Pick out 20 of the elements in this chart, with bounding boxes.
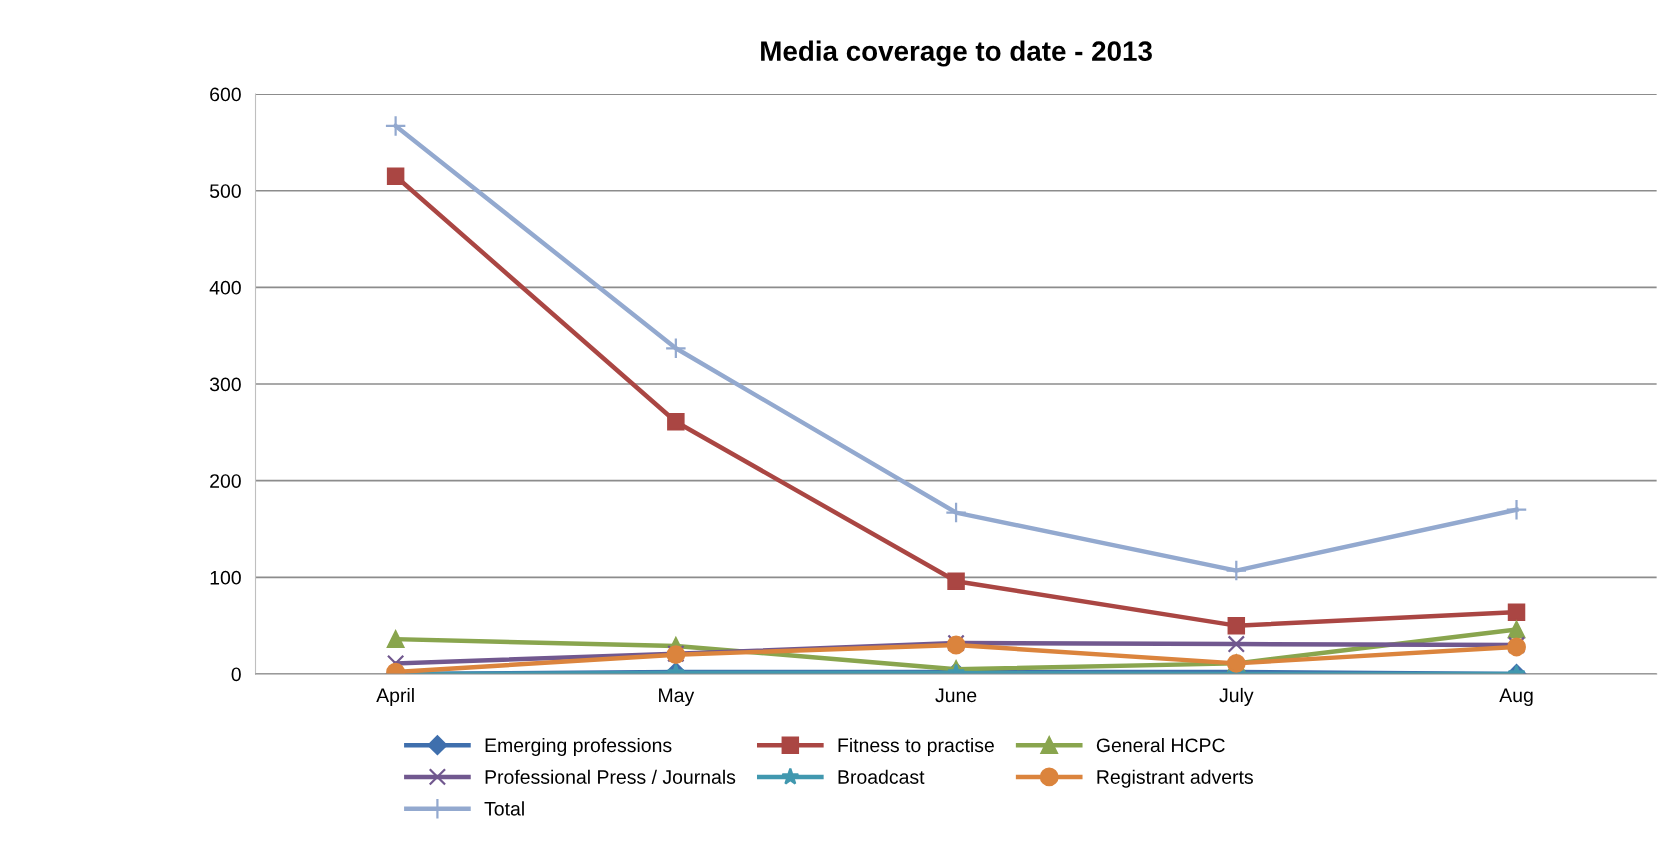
legend-label: Fitness to practise [838, 737, 994, 757]
y-tick-label: 0 [231, 667, 241, 682]
x-tick-label: April [376, 687, 414, 707]
legend-label: Registrant adverts [1097, 769, 1253, 788]
y-tick-label: 300 [209, 377, 241, 392]
y-tick-label: 100 [210, 570, 241, 585]
legend-label: Broadcast [838, 769, 925, 784]
legend-label: General HCPC [1096, 737, 1225, 753]
y-tick-label: 400 [209, 280, 241, 295]
x-tick-label: May [659, 688, 695, 707]
legend-label: Emerging professions [485, 737, 672, 757]
chart-title: Media coverage to date - 2013 [761, 40, 1152, 67]
y-tick-label: 200 [210, 474, 241, 488]
y-tick-label: 600 [210, 87, 241, 102]
y-tick-label: 500 [209, 184, 241, 198]
x-tick-label: June [935, 688, 977, 703]
legend-label: Professional Press / Journals [485, 769, 736, 784]
legend-label: Total [484, 801, 524, 816]
x-tick-label: July [1219, 687, 1254, 707]
x-tick-label: Aug [1499, 688, 1533, 707]
